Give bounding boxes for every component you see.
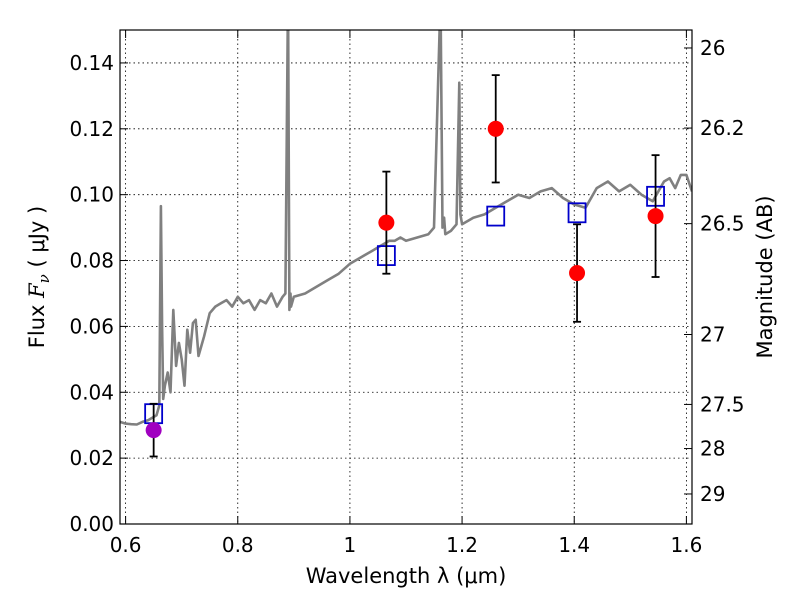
plot-frame: [119, 29, 693, 525]
y2-tick-label: 26: [700, 36, 725, 60]
x-tick-label: 1: [344, 533, 357, 557]
observed-flux-point: [487, 120, 504, 137]
y-tick-label: 0.04: [69, 380, 114, 404]
x-tick-label: 0.8: [222, 533, 254, 557]
y2-tick-label: 27.5: [700, 392, 745, 416]
x-tick-label: 0.6: [110, 533, 142, 557]
y2-axis-label: Magnitude (AB): [753, 195, 777, 358]
y-tick-label: 0.14: [69, 51, 114, 75]
y-tick-label: 0.02: [69, 446, 114, 470]
y-tick-label: 0.12: [69, 117, 114, 141]
x-tick-label: 1.6: [670, 533, 702, 557]
observed-flux-point: [378, 214, 395, 231]
observed-flux-point: [647, 208, 664, 225]
y-tick-label: 0.06: [69, 314, 114, 338]
observed-flux-point: [569, 265, 586, 282]
y-tick-label: 0.08: [69, 249, 114, 273]
spectrum-line: [120, 30, 692, 426]
y-tick-label: 0.00: [69, 512, 114, 536]
plot-area: [120, 30, 692, 458]
model-flux-box: [486, 205, 506, 227]
y-axis-label: Flux Fν ( μJy ): [25, 206, 53, 348]
observed-flux-point: [145, 422, 162, 439]
y-tick-label: 0.10: [69, 183, 114, 207]
x-axis-label: Wavelength λ (μm): [306, 564, 507, 588]
model-flux-box: [567, 202, 587, 224]
grid: [120, 30, 692, 524]
y2-tick-label: 29: [700, 482, 725, 506]
x-tick-label: 1.2: [446, 533, 478, 557]
axis-ticks: 0.6 0.8 1 1.2 1.4 1.6 0.00 0.02 0.04 0.06 0.08 0.10…: [69, 30, 745, 557]
y2-tick-label: 26.5: [700, 212, 745, 236]
x-tick-label: 1.4: [558, 533, 590, 557]
y2-tick-label: 26.2: [700, 116, 745, 140]
y2-tick-label: 28: [700, 437, 725, 461]
y2-tick-label: 27: [700, 322, 725, 346]
